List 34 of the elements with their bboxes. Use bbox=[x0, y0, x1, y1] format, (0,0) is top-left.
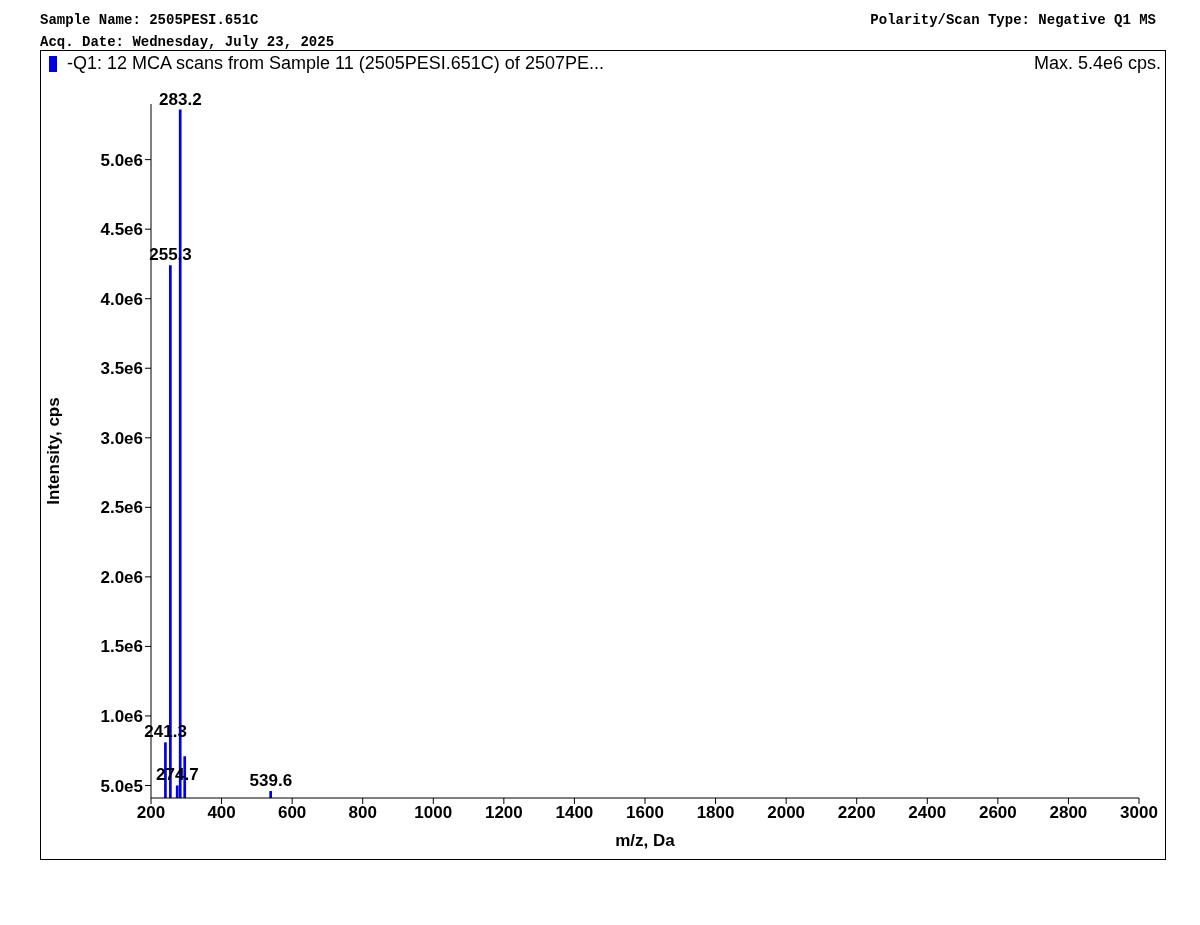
y-tick-label: 1.5e6 bbox=[100, 637, 143, 657]
y-tick-label: 4.0e6 bbox=[100, 289, 143, 309]
y-tick-label: 2.0e6 bbox=[100, 567, 143, 587]
chart-title: Sample Name: 2505PESI.651C bbox=[40, 12, 260, 28]
chart-subtitle: Acq. Date: Wednesday, July 23, 2025 bbox=[40, 34, 336, 50]
text: Max. 5.4e6 cps. bbox=[1033, 53, 1161, 74]
legend-label: -Q1: 12 MCA scans from Sample 11 (2505PESI.651C) of 2507PE... bbox=[67, 53, 604, 74]
x-tick-label: 800 bbox=[348, 803, 377, 823]
x-axis-title: m/z, Da bbox=[615, 831, 676, 850]
x-tick-label: 400 bbox=[207, 803, 236, 823]
text: Polarity/Scan Type: Negative Q1 MS bbox=[870, 12, 1156, 30]
y-tick-label: 3.0e6 bbox=[100, 428, 143, 448]
x-tick-label: 3000 bbox=[1120, 803, 1158, 823]
y-tick-label: 5.0e6 bbox=[100, 150, 143, 170]
y-tick-label: 2.5e6 bbox=[100, 498, 143, 518]
x-tick-label: 1200 bbox=[484, 803, 523, 823]
x-tick-label: 1000 bbox=[414, 803, 453, 823]
y-tick-label: 5.0e5 bbox=[100, 776, 143, 796]
y-tick-label: 4.5e6 bbox=[100, 220, 143, 240]
x-tick-label: 200 bbox=[136, 803, 166, 823]
x-tick-label: 2200 bbox=[837, 803, 876, 823]
y-tick-label: 3.5e6 bbox=[100, 359, 143, 379]
x-tick-label: 1800 bbox=[696, 803, 735, 823]
y-tick-label: 1.0e6 bbox=[100, 706, 143, 726]
x-tick-label: 1600 bbox=[626, 803, 664, 823]
annotation: 539.6 bbox=[249, 771, 293, 791]
x-tick-label: 2400 bbox=[908, 803, 947, 823]
annotation: 283.2 bbox=[159, 89, 202, 109]
x-tick-label: 2000 bbox=[767, 803, 806, 823]
x-tick-label: 2800 bbox=[1049, 803, 1088, 823]
x-tick-label: 2600 bbox=[978, 803, 1017, 823]
x-tick-label: 600 bbox=[277, 803, 307, 823]
x-tick-label: 1400 bbox=[555, 803, 594, 823]
y-axis-title: Intensity, cps bbox=[44, 397, 64, 505]
